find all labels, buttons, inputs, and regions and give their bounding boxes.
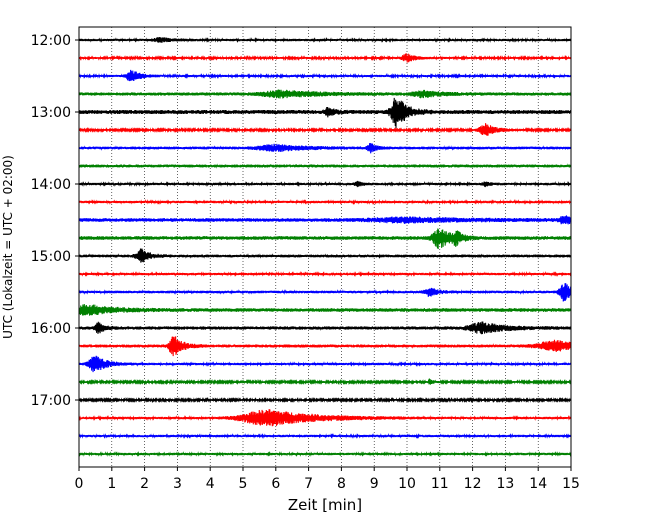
y-tick-label: 14:00 [31, 177, 71, 193]
y-tick-label: 17:00 [31, 393, 71, 409]
trace-1315 [78, 123, 572, 136]
x-tick-label: 13 [496, 476, 514, 492]
x-tick-label: 8 [337, 476, 346, 492]
x-tick-label: 6 [271, 476, 280, 492]
x-tick-label: 11 [431, 476, 449, 492]
trace-1630 [78, 355, 572, 373]
x-tick-label: 2 [140, 476, 149, 492]
trace-1730 [78, 433, 572, 439]
y-tick-label: 13:00 [31, 105, 71, 121]
trace-1330 [78, 143, 572, 154]
trace-1400 [78, 180, 572, 188]
x-tick-label: 14 [529, 476, 547, 492]
x-tick-label: 12 [464, 476, 482, 492]
trace-1500 [78, 248, 572, 263]
trace-1645 [78, 378, 572, 386]
trace-1430 [78, 215, 572, 225]
y-tick-label: 16:00 [31, 321, 71, 337]
trace-1530 [78, 283, 572, 302]
trace-1300 [78, 97, 572, 129]
trace-1345 [78, 163, 572, 169]
trace-1545 [78, 304, 572, 316]
trace-1445 [78, 228, 572, 250]
y-tick-label: 15:00 [31, 249, 71, 265]
trace-1600 [78, 321, 572, 335]
x-tick-label: 4 [206, 476, 215, 492]
trace-1615 [78, 336, 572, 357]
x-tick-label: 15 [562, 476, 580, 492]
trace-1515 [78, 271, 572, 277]
x-tick-label: 0 [75, 476, 84, 492]
trace-lines [78, 37, 572, 457]
x-tick-label: 9 [370, 476, 379, 492]
trace-1230 [78, 69, 572, 82]
x-ticks: 0 1 2 3 4 5 6 7 8 9 10 11 12 13 14 15 [75, 467, 580, 492]
x-axis-label: Zeit [min] [288, 496, 362, 514]
trace-1745 [78, 450, 572, 457]
trace-1245 [78, 89, 572, 99]
y-tick-label: 12:00 [31, 33, 71, 49]
x-tick-label: 5 [239, 476, 248, 492]
x-tick-label: 7 [304, 476, 313, 492]
x-tick-label: 10 [398, 476, 416, 492]
trace-1200 [78, 37, 572, 43]
grid-lines [111, 27, 539, 467]
y-ticks: 12:00 13:00 14:00 15:00 16:00 17:00 [31, 33, 79, 409]
trace-1715 [78, 409, 572, 427]
x-tick-label: 1 [107, 476, 116, 492]
trace-1215 [78, 53, 572, 63]
plot-frame [78, 26, 572, 468]
trace-1700 [78, 396, 572, 404]
trace-1415 [78, 199, 572, 206]
x-tick-label: 3 [173, 476, 182, 492]
y-axis-label: UTC (Lokalzeit = UTC + 02:00) [1, 155, 15, 339]
